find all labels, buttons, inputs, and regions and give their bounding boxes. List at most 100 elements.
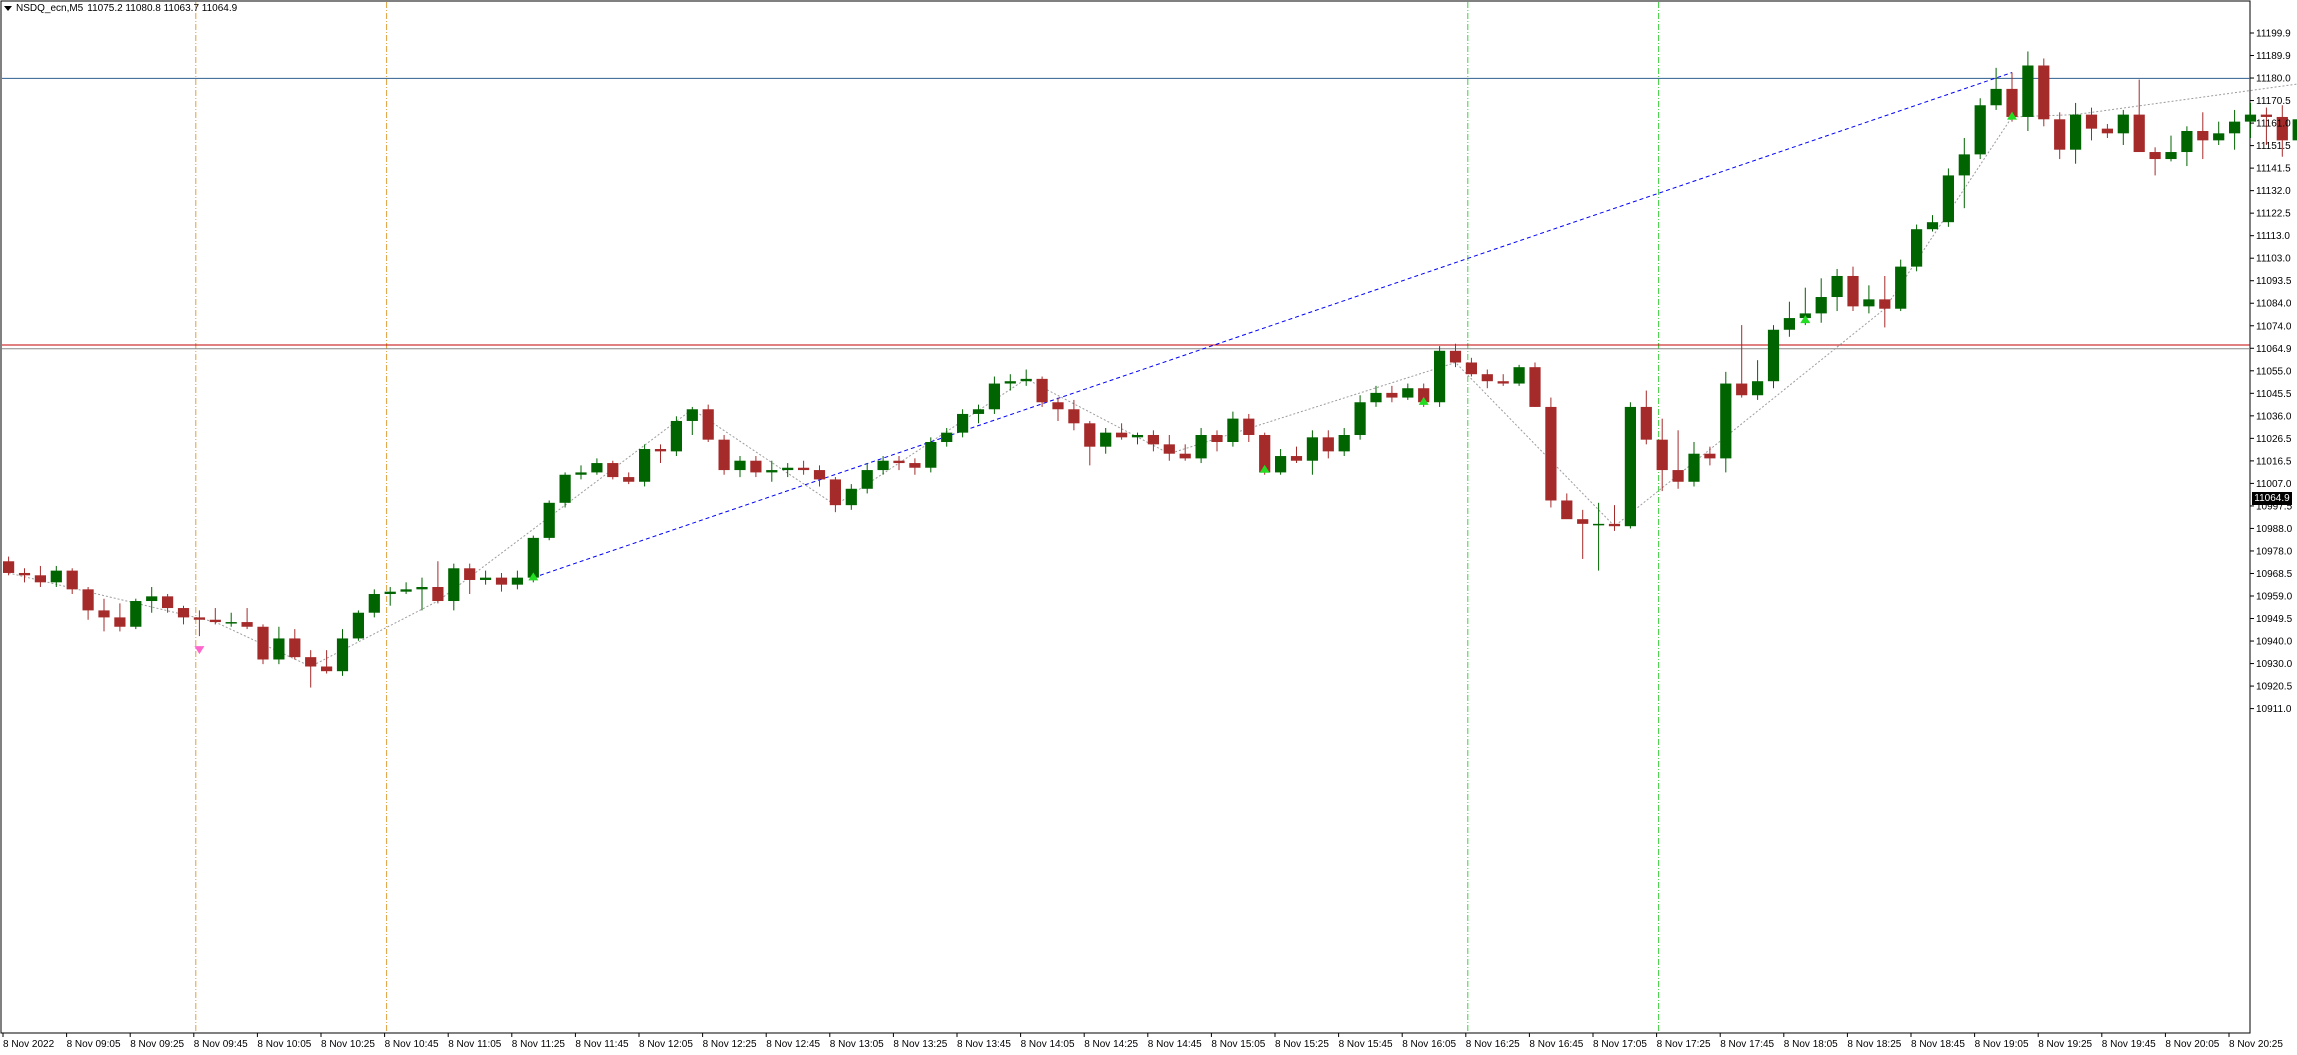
bullish-candle bbox=[1402, 388, 1414, 398]
bullish-candle bbox=[670, 420, 682, 452]
price-tick-label: 11180.0 bbox=[2256, 74, 2291, 85]
bullish-candle bbox=[925, 442, 937, 468]
bullish-candle bbox=[448, 568, 460, 602]
price-tick-label: 10940.0 bbox=[2256, 637, 2293, 648]
bullish-candle bbox=[941, 432, 953, 443]
bearish-candle bbox=[813, 470, 826, 480]
bullish-candle bbox=[1926, 222, 1939, 230]
time-tick-label: 8 Nov 18:25 bbox=[1847, 1039, 1901, 1050]
bearish-candle bbox=[1672, 470, 1684, 482]
symbol-name: NSDQ_ecn,M5 bbox=[16, 3, 84, 14]
bearish-candle bbox=[1211, 434, 1223, 443]
bullish-candle bbox=[130, 601, 142, 627]
bullish-candle bbox=[1942, 175, 1954, 223]
bearish-candle bbox=[2085, 114, 2098, 129]
price-tick-label: 11113.0 bbox=[2256, 231, 2290, 242]
bullish-candle bbox=[575, 472, 587, 475]
time-tick-label: 8 Nov 16:05 bbox=[1402, 1039, 1456, 1050]
bearish-candle bbox=[2006, 88, 2018, 117]
bearish-candle bbox=[2276, 116, 2288, 141]
bearish-candle bbox=[1736, 383, 1748, 396]
bullish-candle bbox=[1752, 381, 1764, 396]
price-tick-label: 11074.0 bbox=[2256, 321, 2292, 332]
bullish-candle bbox=[1100, 432, 1112, 447]
bullish-candle bbox=[1227, 418, 1239, 443]
bullish-candle bbox=[1624, 406, 1636, 527]
bullish-candle bbox=[686, 409, 698, 421]
bullish-candle bbox=[1990, 88, 2002, 106]
time-tick-label: 8 Nov 14:25 bbox=[1084, 1039, 1138, 1050]
price-tick-label: 10978.0 bbox=[2256, 546, 2293, 557]
time-tick-label: 8 Nov 13:05 bbox=[830, 1039, 884, 1050]
price-tick-label: 10930.0 bbox=[2256, 659, 2293, 670]
bullish-candle bbox=[988, 383, 1000, 410]
price-tick-label: 11055.0 bbox=[2256, 366, 2292, 377]
price-tick-label: 11122.5 bbox=[2256, 209, 2291, 220]
bearish-candle bbox=[305, 657, 317, 667]
chart-plot-area[interactable] bbox=[0, 0, 2251, 1034]
price-tick-label: 11132.0 bbox=[2256, 186, 2291, 197]
time-tick-label: 8 Nov 18:05 bbox=[1784, 1039, 1838, 1050]
bearish-candle bbox=[1386, 392, 1398, 398]
bullish-candle bbox=[146, 596, 158, 602]
bearish-candle bbox=[66, 570, 78, 590]
price-tick-label: 10997.5 bbox=[2256, 501, 2293, 512]
trend-line bbox=[533, 72, 2013, 579]
bullish-candle bbox=[1131, 434, 1144, 438]
time-tick-label: 8 Nov 20:05 bbox=[2165, 1039, 2219, 1050]
price-tick-label: 11199.9 bbox=[2256, 29, 2291, 40]
bullish-candle bbox=[972, 409, 985, 414]
bearish-candle bbox=[607, 463, 619, 478]
bullish-candle bbox=[957, 413, 969, 433]
bearish-candle bbox=[1529, 367, 1541, 407]
bullish-candle bbox=[1767, 329, 1780, 382]
time-tick-label: 8 Nov 17:45 bbox=[1720, 1039, 1774, 1050]
bearish-candle bbox=[1545, 406, 1557, 501]
sell-arrow-icon bbox=[194, 646, 205, 655]
bullish-candle bbox=[845, 488, 857, 506]
time-tick-label: 8 Nov 14:45 bbox=[1148, 1039, 1202, 1050]
symbol-header: NSDQ_ecn,M5 11075.2 11080.8 11063.7 1106… bbox=[4, 3, 237, 14]
bearish-candle bbox=[1052, 402, 1064, 410]
price-tick-label: 10959.0 bbox=[2256, 592, 2293, 603]
bearish-candle bbox=[1322, 437, 1334, 452]
bullish-candle bbox=[1004, 381, 1016, 384]
bearish-candle bbox=[893, 460, 905, 464]
bullish-candle bbox=[352, 612, 364, 639]
bearish-candle bbox=[2101, 128, 2113, 134]
bullish-candle bbox=[2181, 130, 2193, 153]
bearish-candle bbox=[432, 586, 444, 602]
bullish-candle bbox=[527, 537, 539, 578]
time-tick-label: 8 Nov 10:25 bbox=[321, 1039, 375, 1050]
bearish-candle bbox=[321, 666, 333, 672]
bearish-candle bbox=[909, 463, 921, 468]
bearish-candle bbox=[34, 575, 46, 583]
price-tick-label: 11084.0 bbox=[2256, 299, 2292, 310]
bearish-candle bbox=[1640, 406, 1652, 440]
bearish-candle bbox=[289, 638, 301, 658]
bearish-candle bbox=[1084, 423, 1096, 447]
buy-arrow-icon bbox=[1259, 464, 1270, 473]
bearish-candle bbox=[2133, 114, 2145, 153]
bullish-candle bbox=[1720, 383, 1732, 459]
bullish-candle bbox=[1370, 392, 1382, 403]
bullish-candle bbox=[1831, 275, 1843, 298]
time-tick-label: 8 Nov 11:45 bbox=[575, 1039, 629, 1050]
price-tick-label: 11170.5 bbox=[2256, 96, 2291, 107]
bearish-candle bbox=[1163, 444, 1175, 454]
bullish-candle bbox=[1974, 105, 1986, 155]
bearish-candle bbox=[2038, 65, 2050, 120]
time-tick-label: 8 Nov 15:45 bbox=[1339, 1039, 1393, 1050]
collapse-triangle-icon[interactable] bbox=[4, 6, 12, 11]
bearish-candle bbox=[18, 572, 31, 576]
time-tick-label: 8 Nov 19:05 bbox=[1975, 1039, 2029, 1050]
bearish-candle bbox=[241, 622, 253, 627]
bullish-candle bbox=[1783, 318, 1795, 330]
bullish-candle bbox=[1306, 437, 1318, 461]
time-tick-label: 8 Nov 11:05 bbox=[448, 1039, 502, 1050]
bullish-candle bbox=[734, 460, 746, 471]
bearish-candle bbox=[98, 610, 110, 618]
bearish-candle bbox=[177, 608, 190, 618]
